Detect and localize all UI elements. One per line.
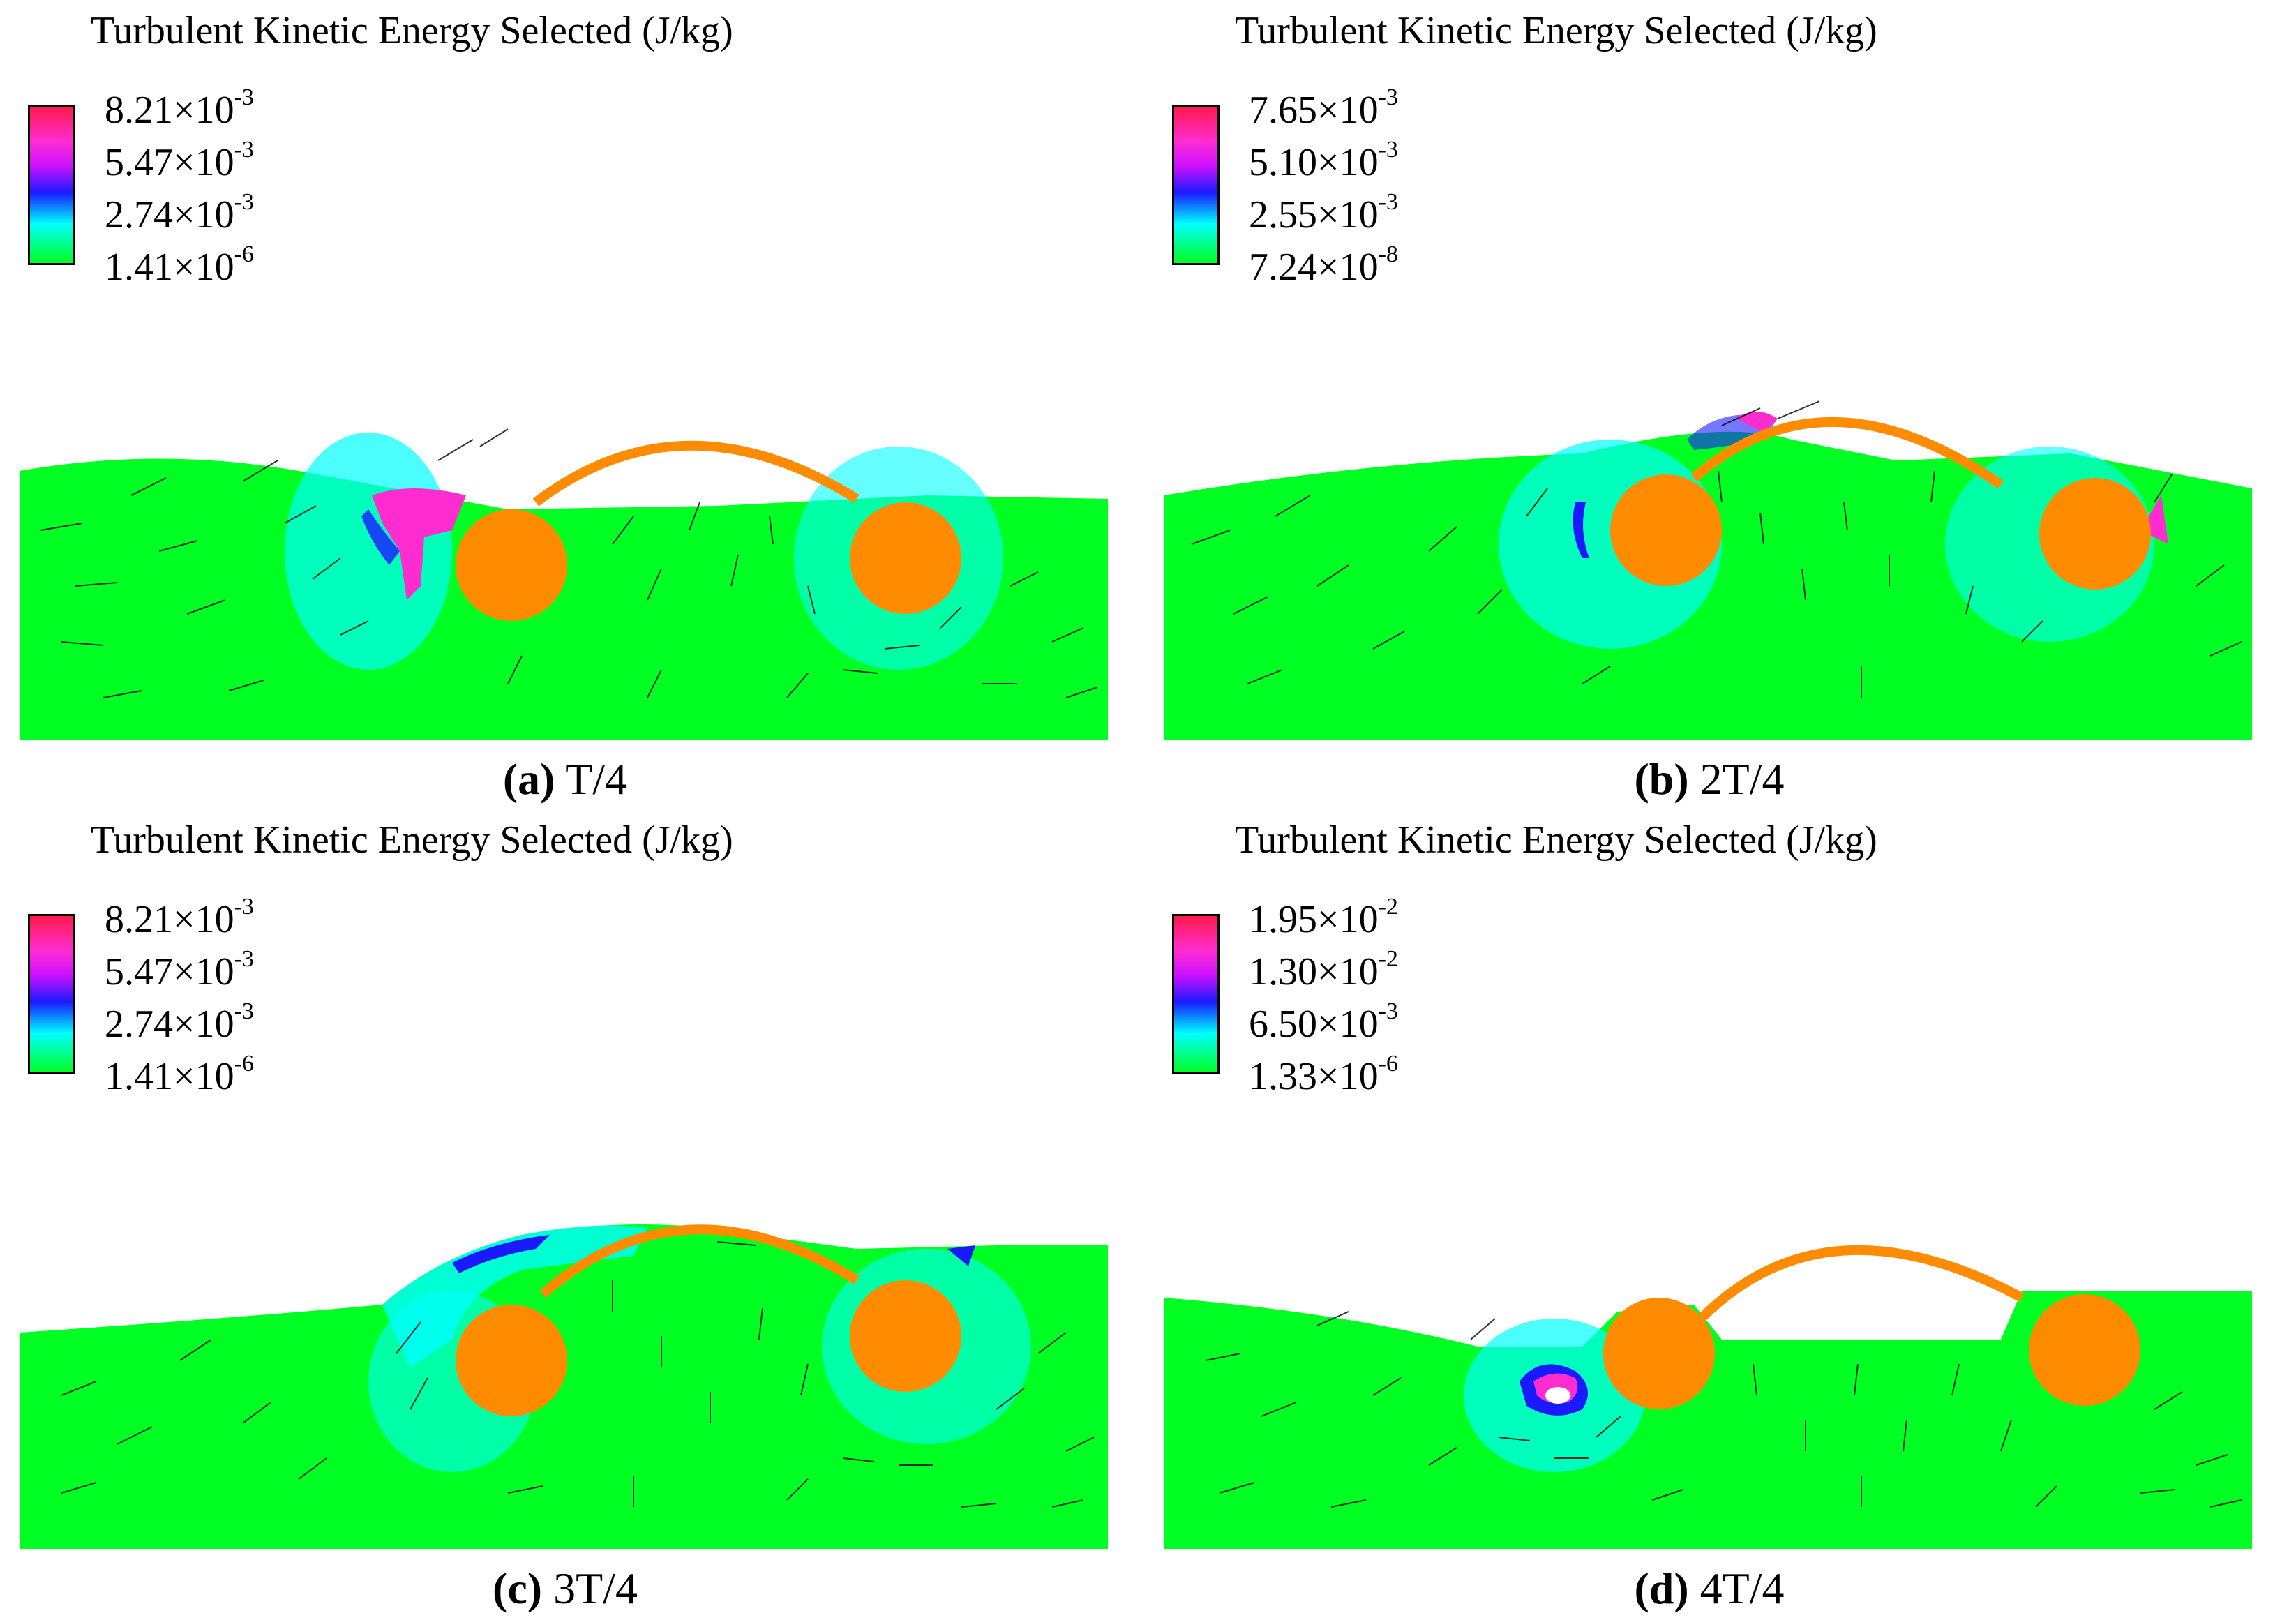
colorbar-tick: 5.47×10-3 (105, 946, 254, 993)
colorbar (1172, 105, 1220, 265)
panel-a: Turbulent Kinetic Energy Selected (J/kg)… (0, 0, 1130, 804)
colorbar-tick: 2.74×10-3 (105, 998, 254, 1046)
colorbar-title: Turbulent Kinetic Energy Selected (J/kg) (1235, 818, 1877, 862)
colorbar-tick: 5.47×10-3 (105, 137, 254, 184)
panel-caption: (c) 3T/4 (493, 1563, 638, 1613)
flow-field (20, 1224, 1108, 1549)
colorbar-tick: 6.50×10-3 (1249, 998, 1398, 1046)
panel-caption: (d) 4T/4 (1634, 1563, 1785, 1613)
colorbar (28, 105, 75, 265)
colorbar (1172, 914, 1220, 1074)
colorbar-tick-min: 1.33×10-6 (1249, 1051, 1398, 1098)
colorbar-tick-max: 1.95×10-2 (1249, 894, 1398, 941)
colorbar-tick-max: 8.21×10-3 (105, 894, 254, 941)
panel-d: Turbulent Kinetic Energy Selected (J/kg)… (1144, 809, 2274, 1613)
panel-caption: (a) T/4 (502, 754, 628, 804)
colorbar-tick-min: 7.24×10-8 (1249, 241, 1398, 289)
flow-field (1164, 1245, 2252, 1549)
flow-field (20, 428, 1108, 740)
colorbar-tick: 2.74×10-3 (105, 189, 254, 237)
colorbar-tick: 5.10×10-3 (1249, 137, 1398, 184)
colorbar-tick-min: 1.41×10-6 (105, 241, 254, 289)
colorbar-tick-max: 7.65×10-3 (1249, 84, 1398, 132)
colorbar-title: Turbulent Kinetic Energy Selected (J/kg) (91, 818, 733, 862)
panel-c: Turbulent Kinetic Energy Selected (J/kg)… (0, 809, 1130, 1613)
colorbar-tick: 2.55×10-3 (1249, 189, 1398, 237)
panel-b: Turbulent Kinetic Energy Selected (J/kg)… (1144, 0, 2274, 804)
colorbar-tick-min: 1.41×10-6 (105, 1051, 254, 1098)
colorbar (28, 914, 75, 1074)
panel-caption: (b) 2T/4 (1634, 754, 1785, 804)
colorbar-tick: 1.30×10-2 (1249, 946, 1398, 993)
flow-field (1164, 400, 2252, 740)
colorbar-tick-max: 8.21×10-3 (105, 84, 254, 132)
colorbar-title: Turbulent Kinetic Energy Selected (J/kg) (91, 9, 733, 52)
colorbar-title: Turbulent Kinetic Energy Selected (J/kg) (1235, 9, 1877, 52)
